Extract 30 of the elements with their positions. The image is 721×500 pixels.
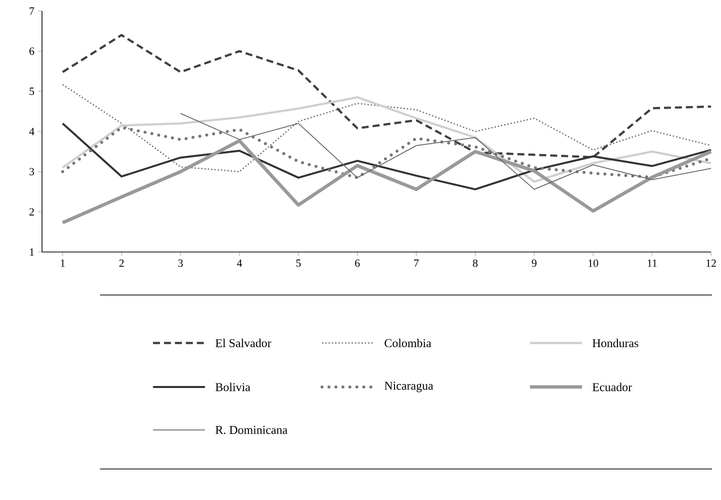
x-tick-label: 8 [472,260,478,267]
y-tick-label: 5 [30,88,34,95]
line-series [62,122,712,190]
legend-label: R. Dominicana [216,426,288,434]
x-tick-label: 2 [119,260,124,267]
y-tick-label: 7 [30,7,34,15]
x-tick-label: 3 [178,260,183,267]
x-tick-label: 1 [60,260,65,267]
x-tick-label: 7 [414,260,419,267]
line-series [60,139,713,224]
y-tick-label: 3 [30,168,34,176]
y-tick-label: 2 [29,208,34,216]
legend-label: Ecuador [592,382,632,392]
x-tick-label: 9 [532,260,536,267]
x-tick-label: 11 [648,260,657,267]
y-tick-label: 4 [29,128,34,136]
legend-label: Honduras [592,338,638,348]
x-tick-label: 4 [236,260,242,267]
x-tick-label: 12 [706,260,716,267]
line-series [62,96,712,183]
legend-label: Bolivia [216,382,250,392]
x-tick-label: 6 [355,260,360,267]
x-tick-label: 5 [296,260,301,267]
legend-label: Colombia [384,338,432,348]
y-tick-label: 1 [30,248,34,256]
legend-label: Nicaragua [384,382,434,392]
legend-label: El Salvador [216,338,272,348]
x-tick-label: 10 [588,260,598,267]
line-series [62,34,712,158]
y-tick-label: 6 [29,47,34,55]
